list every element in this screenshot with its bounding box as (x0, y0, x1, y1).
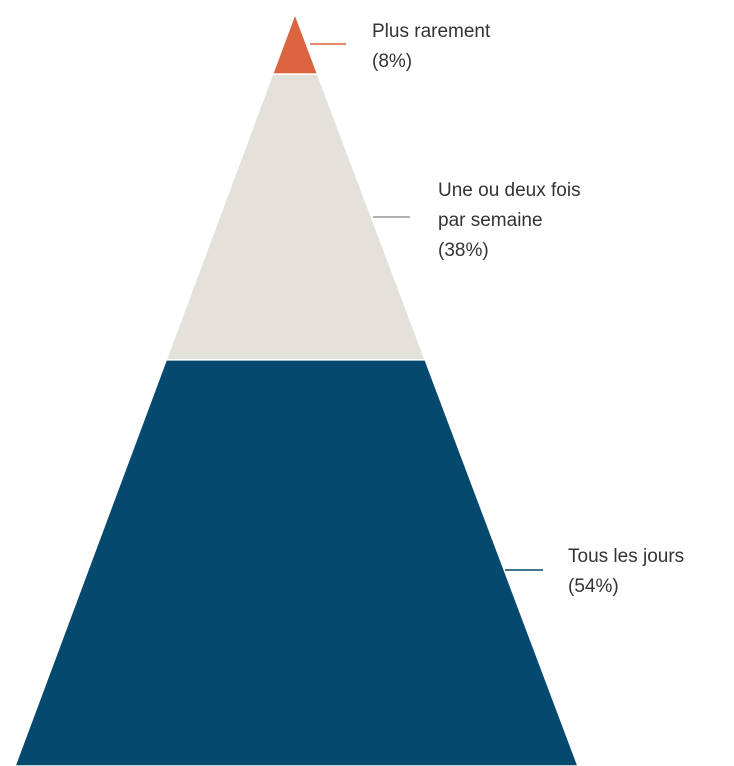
segment-label-1: Une ou deux fois par semaine (38%) (438, 180, 581, 261)
segment-label-2: Tous les jours (54%) (568, 546, 684, 597)
segment-label-line: Une ou deux fois (438, 180, 581, 201)
segment-label-line: par semaine (438, 210, 543, 231)
leader-lines (310, 43, 543, 571)
segment-label-line: (8%) (372, 51, 412, 72)
segment-labels: Plus rarement (8%) Une ou deux fois par sem… (372, 21, 684, 597)
pyramid-segment-2 (14, 359, 579, 766)
segment-label-0: Plus rarement (8%) (372, 21, 491, 72)
segment-label-line: Tous les jours (568, 546, 684, 567)
pyramid-segments (14, 11, 579, 766)
segment-label-line: (54%) (568, 576, 619, 597)
segment-label-line: Plus rarement (372, 21, 491, 42)
segment-label-line: (38%) (438, 240, 489, 261)
